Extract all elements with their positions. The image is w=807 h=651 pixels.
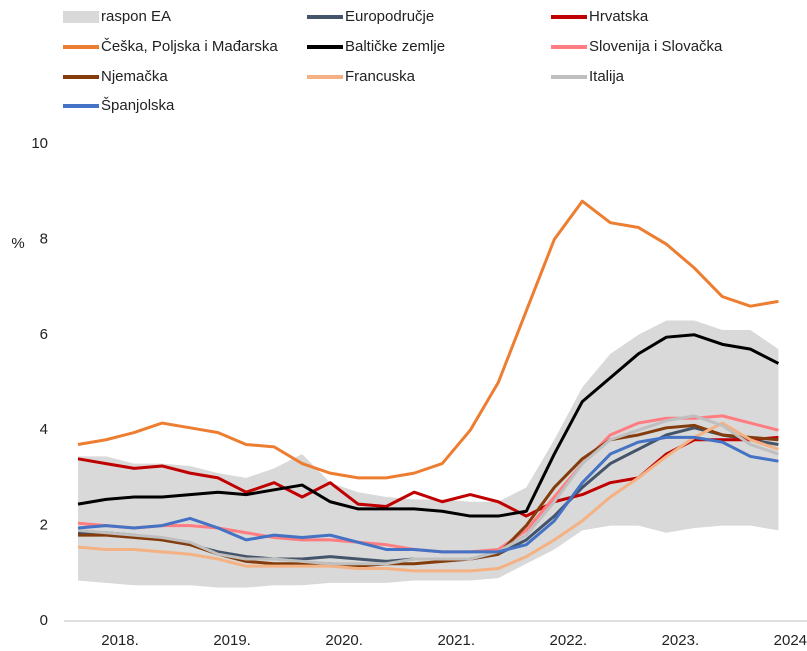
x-tick-label: 2024. xyxy=(774,632,807,649)
legend-label: Italija xyxy=(589,68,625,85)
range-band xyxy=(78,320,779,588)
legend-label: Baltičke zemlje xyxy=(345,38,445,55)
series-line xyxy=(77,435,779,554)
x-tick-label: 2019. xyxy=(213,632,251,649)
x-tick-label: 2018. xyxy=(101,632,139,649)
legend-item: Baltičke zemlje xyxy=(307,38,445,55)
legend-item: Slovenija i Slovačka xyxy=(551,38,723,55)
x-tick-label: 2020. xyxy=(325,632,363,649)
legend-label: Europodručje xyxy=(345,8,434,25)
legend-label: Francuska xyxy=(345,68,416,85)
legend-label: Hrvatska xyxy=(589,8,649,25)
legend-item: Francuska xyxy=(307,68,416,85)
legend-item: Češka, Poljska i Mađarska xyxy=(63,38,278,55)
series-line xyxy=(77,333,780,518)
x-tick-label: 2022. xyxy=(550,632,588,649)
y-tick-label: 0 xyxy=(40,612,48,629)
legend-swatch xyxy=(63,11,99,23)
plot-area xyxy=(77,199,780,588)
legend-item: Europodručje xyxy=(307,8,434,25)
series-line xyxy=(78,423,779,568)
legend-label: Češka, Poljska i Mađarska xyxy=(101,38,278,55)
series-line xyxy=(77,414,779,566)
legend-label: Slovenija i Slovačka xyxy=(589,38,723,55)
series-line xyxy=(77,435,779,518)
legend-item: Hrvatska xyxy=(551,8,649,25)
legend-label: raspon EA xyxy=(101,8,171,25)
x-tick-label: 2023. xyxy=(662,632,700,649)
legend-item: raspon EA xyxy=(63,8,171,25)
y-tick-label: 8 xyxy=(40,230,48,247)
series-line xyxy=(77,199,779,480)
y-tick-label: 2 xyxy=(40,517,48,534)
legend-item: Italija xyxy=(551,68,625,85)
y-tick-label: 10 xyxy=(31,135,48,152)
y-tick-label: 4 xyxy=(40,421,48,438)
legend-item: Njemačka xyxy=(63,68,168,85)
x-tick-label: 2021. xyxy=(437,632,475,649)
legend-item: Španjolska xyxy=(63,97,175,114)
y-tick-label: 6 xyxy=(40,326,48,343)
series-line xyxy=(77,421,779,573)
legend-label: Španjolska xyxy=(101,97,175,114)
legend-label: Njemačka xyxy=(101,68,168,85)
y-axis-label: % xyxy=(11,235,24,252)
